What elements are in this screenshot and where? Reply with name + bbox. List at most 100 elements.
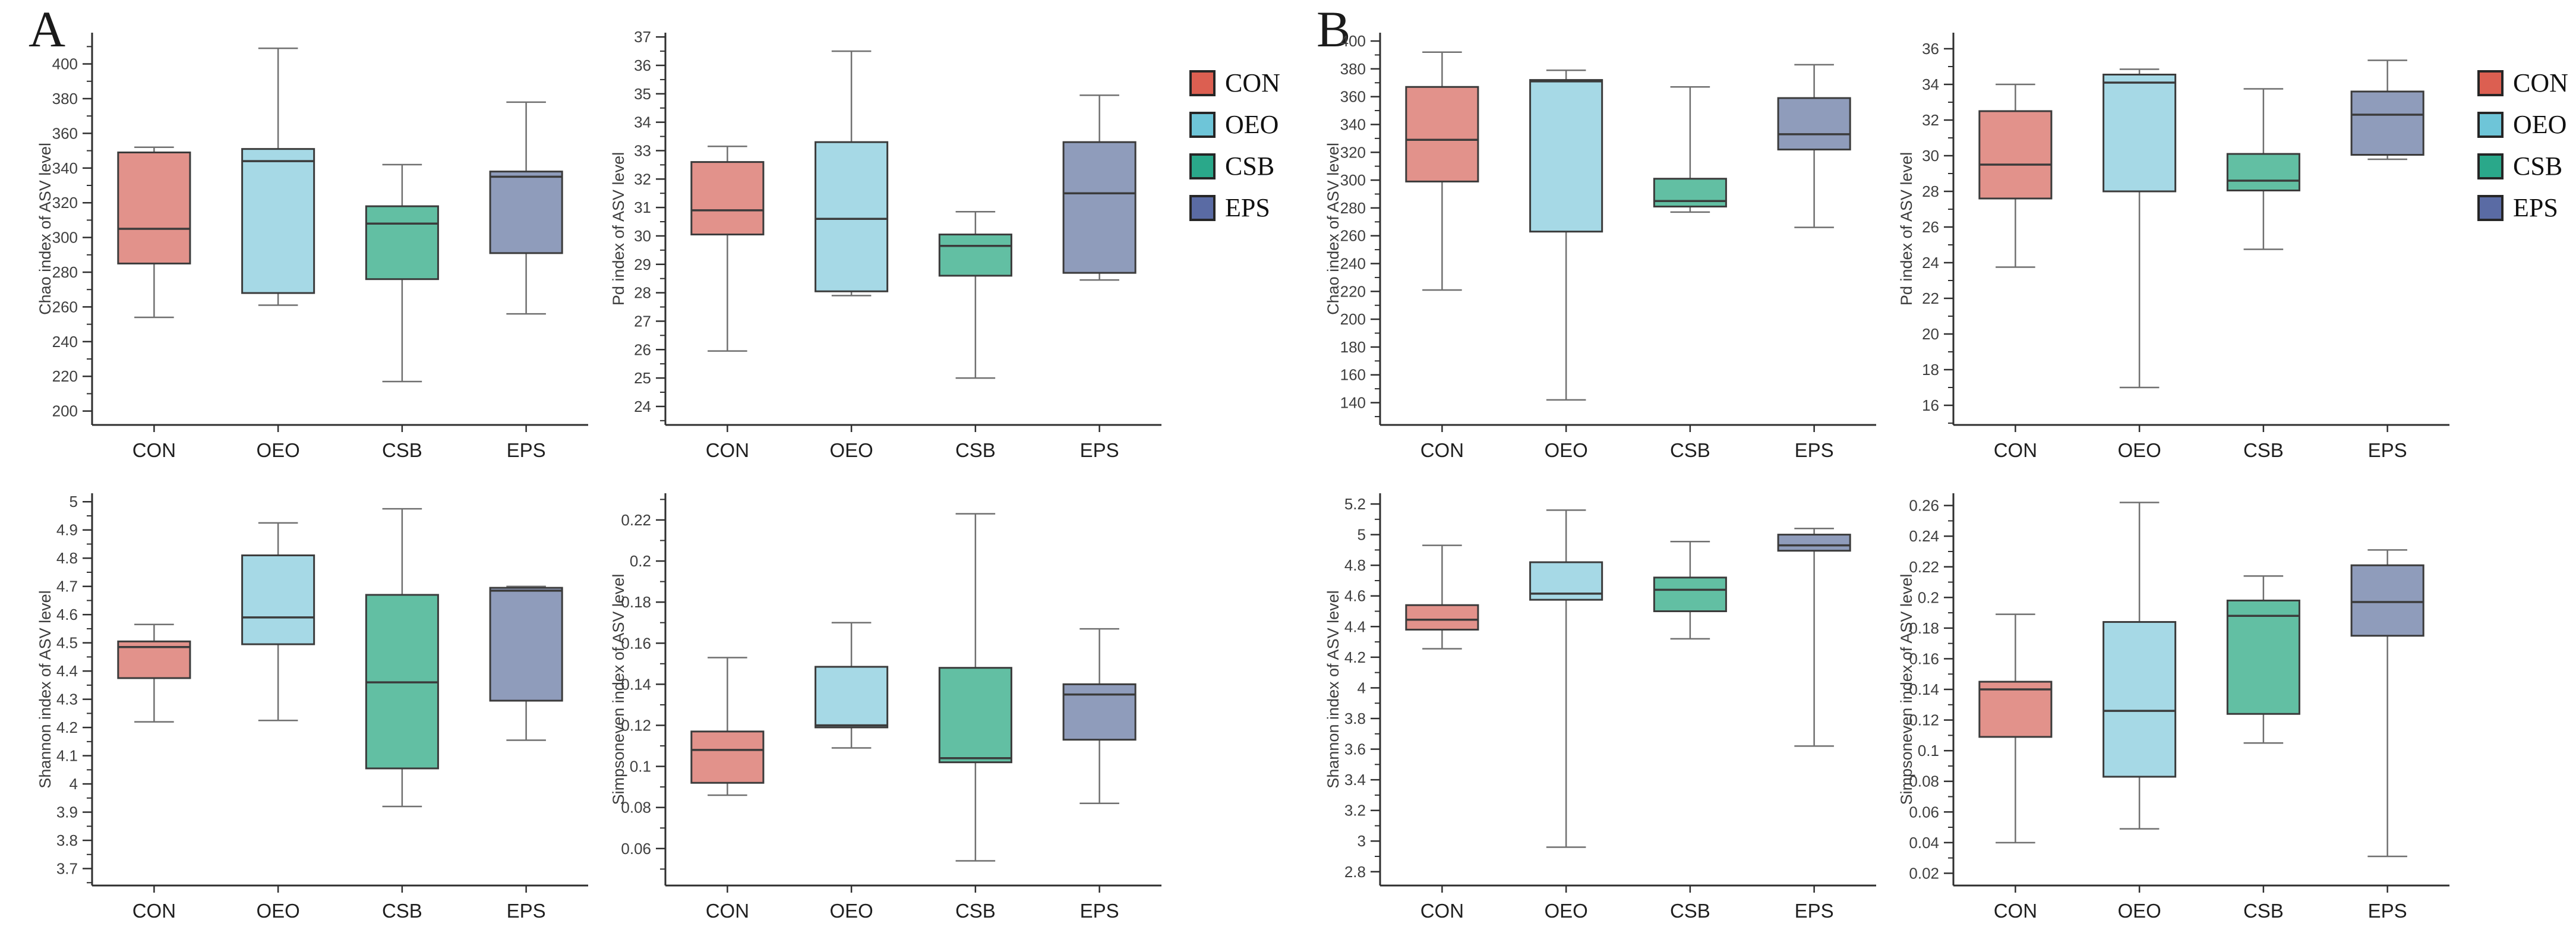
y-axis-title: Shannon index of ASV level — [36, 590, 54, 788]
category-label-CSB: CSB — [955, 900, 996, 922]
box-EPS — [489, 587, 563, 702]
legend-swatch-CON — [2477, 70, 2504, 96]
box-CSB — [2226, 153, 2300, 191]
box-CSB — [938, 667, 1012, 764]
y-tick-label: 340 — [1340, 115, 1366, 133]
y-tick-label: 4.2 — [1344, 648, 1366, 666]
y-tick-label: 25 — [634, 369, 651, 387]
y-tick-label: 0.12 — [1909, 711, 1939, 729]
box-CON — [1978, 110, 2053, 200]
y-tick-label: 320 — [1340, 143, 1366, 161]
box-CON — [117, 152, 191, 264]
y-tick-label: 0.14 — [621, 675, 651, 693]
y-tick-label: 0.14 — [1909, 680, 1939, 698]
y-tick-label: 400 — [52, 55, 78, 73]
y-tick-label: 28 — [1922, 182, 1939, 200]
box-CON — [1978, 680, 2053, 738]
y-tick-label: 260 — [52, 298, 78, 316]
box-OEO — [2103, 74, 2177, 193]
box-OEO — [815, 666, 889, 729]
panel-b-label: B — [1317, 1, 1351, 58]
legend-label-EPS: EPS — [1225, 193, 1270, 222]
box-CON — [690, 161, 765, 236]
category-label-CON: CON — [706, 439, 749, 461]
y-tick-label: 0.08 — [1909, 773, 1939, 790]
boxplot-chart-a-2: 24 25 26 27 28 29 30 31 32 33 34 35 36 37 Pd index of … — [610, 28, 1161, 461]
legend-label-OEO: OEO — [1225, 110, 1279, 139]
y-tick-label: 0.16 — [1909, 650, 1939, 667]
category-label-EPS: EPS — [507, 439, 546, 461]
panel-a-legend: CON OEO CSB EPS — [1189, 70, 1280, 221]
y-axis-title: Shannon index of ASV level — [1324, 590, 1342, 788]
y-tick-label: 32 — [1922, 111, 1939, 129]
box-EPS — [1777, 97, 1851, 151]
box-EPS — [2350, 90, 2425, 156]
category-label-CON: CON — [1994, 439, 2037, 461]
panel-a-label: A — [29, 1, 66, 58]
y-tick-label: 0.06 — [621, 840, 651, 858]
y-tick-label: 0.02 — [1909, 864, 1939, 882]
y-tick-label: 4.6 — [1344, 587, 1366, 605]
box-CON — [1405, 604, 1479, 631]
y-tick-label: 26 — [1922, 218, 1939, 236]
y-tick-label: 160 — [1340, 366, 1366, 384]
y-tick-label: 400 — [1340, 32, 1366, 50]
y-tick-label: 32 — [634, 170, 651, 188]
y-tick-label: 26 — [634, 341, 651, 358]
y-tick-label: 4.2 — [56, 719, 78, 736]
y-tick-label: 340 — [52, 159, 78, 177]
y-tick-label: 4.8 — [56, 549, 78, 567]
y-tick-label: 0.08 — [621, 799, 651, 817]
category-label-EPS: EPS — [1795, 439, 1834, 461]
y-axis-title: Chao index of ASV level — [36, 143, 54, 315]
boxplot-chart-b-3: 2.8 3 3.2 3.4 3.6 3.8 4 4.2 4.4 4.6 4.8 5 5.2 Shannon… — [1324, 493, 1876, 922]
y-tick-label: 3.9 — [56, 803, 78, 821]
boxplot-chart-b-4: 0.02 0.04 0.06 0.08 0.1 0.12 0.14 0.16 0.18 0.2 0.… — [1898, 493, 2449, 922]
y-tick-label: 3.7 — [56, 860, 78, 878]
panel-b-legend: CON OEO CSB EPS — [2477, 70, 2568, 221]
y-tick-label: 4.9 — [56, 521, 78, 539]
box-OEO — [241, 554, 315, 645]
legend-entry-OEO: OEO — [2477, 112, 2568, 138]
legend-entry-CON: CON — [2477, 70, 2568, 96]
y-tick-label: 0.26 — [1909, 497, 1939, 515]
legend-label-EPS: EPS — [2513, 193, 2558, 222]
y-tick-label: 0.06 — [1909, 803, 1939, 821]
category-label-OEO: OEO — [256, 900, 299, 922]
panel-b: B 140 160 180 200 220 240 260 280 300 320 340 360 38… — [1288, 0, 2576, 939]
y-tick-label: 27 — [634, 312, 651, 330]
category-label-CON: CON — [1420, 900, 1464, 922]
panel-a: A 200 220 240 260 280 300 320 340 360 380 400 Chao … — [29, 1, 1280, 922]
boxplot-chart-a-3: 3.7 3.8 3.9 4 4.1 4.2 4.3 4.4 4.5 4.6 4.7 4.8 4.9 5 Sh… — [36, 493, 588, 922]
y-tick-label: 33 — [634, 141, 651, 159]
box-CON — [1405, 86, 1479, 182]
category-label-EPS: EPS — [1795, 900, 1834, 922]
y-tick-label: 5.2 — [1344, 495, 1366, 513]
y-tick-label: 0.22 — [621, 511, 651, 529]
category-label-EPS: EPS — [1080, 900, 1119, 922]
y-tick-label: 30 — [1922, 147, 1939, 165]
y-tick-label: 380 — [52, 90, 78, 108]
category-label-CSB: CSB — [382, 900, 422, 922]
legend-swatch-CSB — [2477, 153, 2504, 179]
y-tick-label: 0.04 — [1909, 834, 1939, 852]
legend-entry-EPS: EPS — [1189, 195, 1280, 221]
y-tick-label: 280 — [1340, 199, 1366, 217]
boxplot-chart-a-1: 200 220 240 260 280 300 320 340 360 380 400 Chao in… — [36, 33, 588, 461]
y-tick-label: 0.22 — [1909, 558, 1939, 576]
y-axis-title: Simpsoneven index of ASV level — [1898, 574, 1915, 805]
legend-entry-OEO: OEO — [1189, 112, 1280, 138]
boxplot-chart-b-1: 140 160 180 200 220 240 260 280 300 320 340 360 380 4… — [1324, 32, 1876, 461]
y-tick-label: 240 — [1340, 255, 1366, 273]
panel-a-charts: 200 220 240 260 280 300 320 340 360 380 400 Chao in… — [36, 28, 1161, 922]
category-label-CSB: CSB — [2243, 900, 2284, 922]
box-OEO — [2103, 621, 2177, 778]
y-tick-label: 24 — [1922, 254, 1939, 272]
y-tick-label: 22 — [1922, 289, 1939, 307]
boxplot-chart-a-4: 0.06 0.08 0.1 0.12 0.14 0.16 0.18 0.2 0.22 Simpso… — [610, 493, 1161, 922]
y-tick-label: 4 — [70, 775, 78, 793]
legend-entry-CSB: CSB — [2477, 153, 2568, 179]
legend-swatch-CON — [1189, 70, 1216, 96]
box-CON — [690, 730, 765, 784]
